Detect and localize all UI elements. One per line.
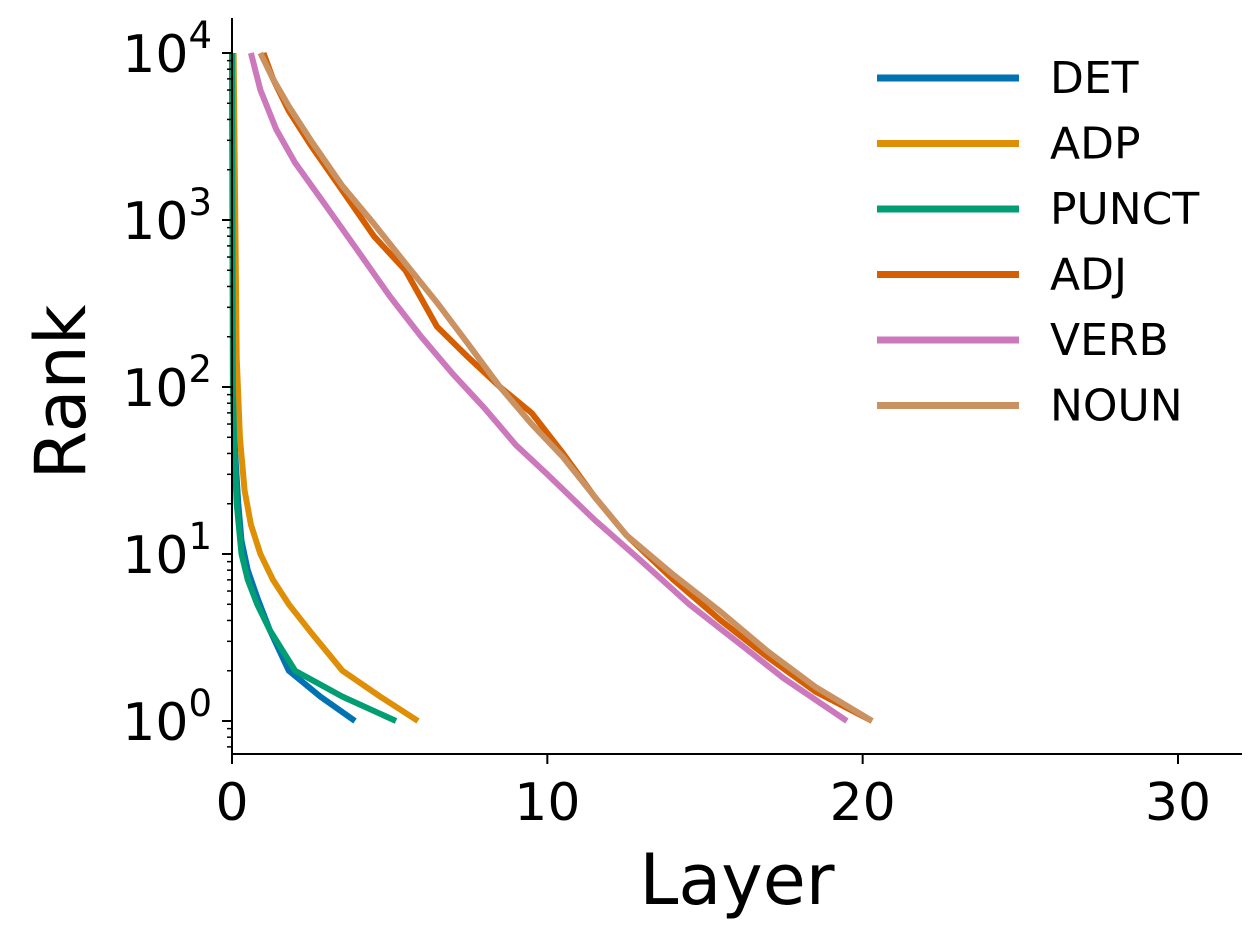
legend-label-verb: VERB <box>1050 315 1169 366</box>
y-tick-label: 101 <box>122 515 212 586</box>
x-tick-label: 20 <box>830 773 896 833</box>
series-line-punct <box>229 52 398 724</box>
series-line-noun <box>257 51 874 724</box>
x-tick-label: 30 <box>1145 773 1211 833</box>
series-line-adj <box>260 51 874 724</box>
legend-label-adp: ADP <box>1050 119 1141 170</box>
legend-label-adj: ADJ <box>1050 250 1127 301</box>
y-tick-label: 104 <box>122 14 212 85</box>
y-ticks: 100 101 102 103 104 <box>122 14 232 753</box>
y-tick-label: 100 <box>122 682 212 753</box>
y-axis-title: Rank <box>20 304 102 479</box>
legend-label-det: DET <box>1050 53 1139 104</box>
series-line-verb <box>247 52 849 724</box>
x-ticks: 0 10 20 30 <box>215 754 1211 833</box>
legend-label-punct: PUNCT <box>1050 184 1199 235</box>
series-line-adp <box>230 52 420 724</box>
x-tick-label: 0 <box>215 773 248 833</box>
series-line-det <box>229 52 357 724</box>
y-tick-label: 102 <box>122 348 212 419</box>
x-tick-label: 10 <box>514 773 580 833</box>
y-tick-label: 103 <box>122 181 212 252</box>
legend: DET ADP PUNCT ADJ VERB NOUN <box>877 53 1199 432</box>
x-axis-title: Layer <box>639 839 834 921</box>
plot-lines <box>229 51 874 724</box>
legend-label-noun: NOUN <box>1050 381 1183 432</box>
